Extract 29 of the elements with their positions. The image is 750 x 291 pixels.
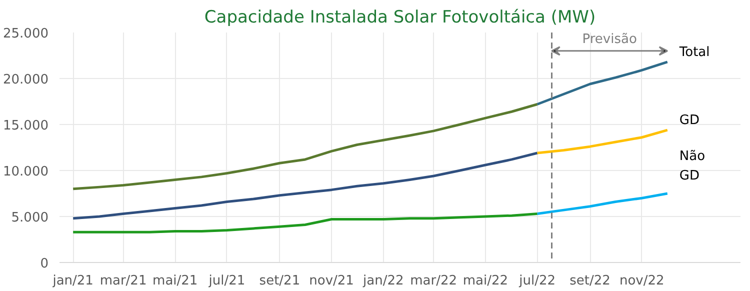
x-tick-label: jan/22 [362, 274, 404, 288]
x-tick-label: jul/22 [518, 274, 556, 288]
x-tick-label: nov/21 [309, 274, 354, 288]
y-tick-label: 15.000 [3, 118, 49, 134]
y-tick-label: 25.000 [3, 26, 49, 42]
x-tick-label: jul/21 [208, 274, 246, 288]
y-tick-label: 10.000 [3, 164, 49, 180]
x-tick-label: jan/21 [52, 274, 94, 288]
series-label: Total [678, 44, 710, 60]
line-series [72, 212, 539, 234]
series-label: GD [679, 113, 700, 128]
x-tick-label: nov/22 [619, 274, 664, 288]
y-tick-label: 20.000 [3, 72, 49, 88]
line-series [72, 103, 539, 190]
y-tick-label: 0 [40, 256, 49, 272]
series-label: Não GD [679, 149, 706, 184]
line-series [536, 60, 669, 106]
annotation: Previsão [582, 32, 637, 47]
x-tick-label: mar/22 [410, 274, 458, 288]
y-tick-label: 5.000 [11, 210, 48, 226]
line-series [72, 152, 539, 220]
x-tick-label: set/21 [259, 274, 300, 288]
x-tick-label: set/22 [570, 274, 610, 288]
x-tick-label: mai/21 [152, 274, 198, 288]
x-tick-label: mai/22 [462, 274, 508, 288]
x-tick-label: mar/21 [100, 274, 147, 288]
line-series [536, 128, 669, 154]
line-series [536, 192, 669, 215]
chart-title: Capacidade Instalada Solar Fotovoltáica (MW) [204, 8, 596, 28]
